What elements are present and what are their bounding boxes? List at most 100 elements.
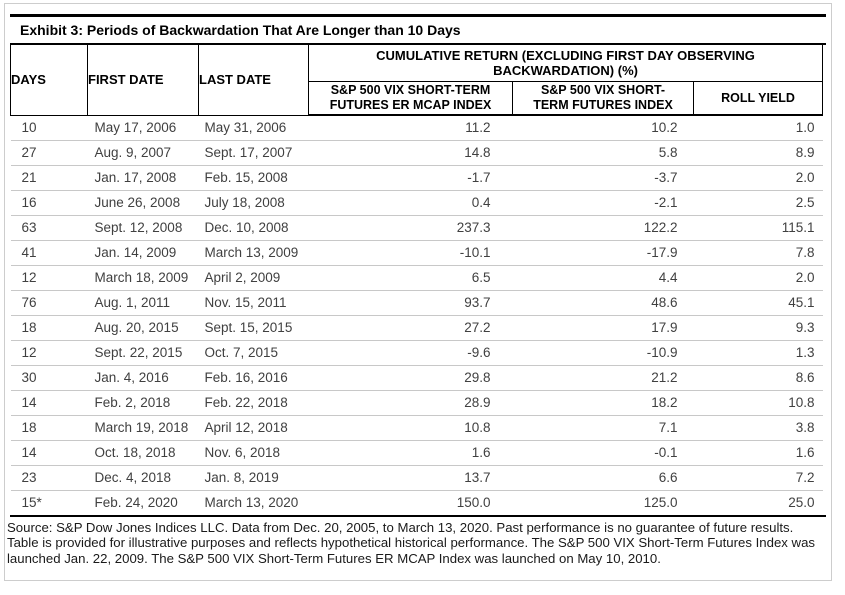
table-cell: 8.6 bbox=[693, 365, 823, 391]
table-cell: June 26, 2008 bbox=[87, 190, 199, 216]
table-cell: 10.8 bbox=[693, 390, 823, 416]
exhibit-title: Exhibit 3: Periods of Backwardation That… bbox=[20, 22, 461, 38]
table-cell: 17.9 bbox=[512, 315, 694, 341]
column-group-header-cumulative-return: CUMULATIVE RETURN (EXCLUDING FIRST DAY O… bbox=[307, 45, 824, 82]
table-cell: April 2, 2009 bbox=[198, 265, 309, 291]
table-cell: Dec. 4, 2018 bbox=[87, 465, 199, 491]
table-row: 63 Sept. 12, 2008 Dec. 10, 2008 237.3 122.2 1… bbox=[10, 215, 823, 241]
table-cell: 30 bbox=[10, 365, 88, 391]
table-cell: Feb. 24, 2020 bbox=[94, 495, 178, 511]
table-cell: 76 bbox=[10, 290, 88, 316]
table-cell: Nov. 6, 2018 bbox=[198, 440, 309, 466]
table-cell: 115.1 bbox=[693, 215, 823, 241]
table-cell: -0.1 bbox=[512, 440, 694, 466]
table-cell: Dec. 10, 2008 bbox=[198, 215, 309, 241]
table-cell: Oct. 18, 2018 bbox=[87, 440, 199, 466]
header-row-group: DAYS FIRST DATE LAST DATE CUMULATIVE RET… bbox=[10, 45, 824, 116]
table-cell: 93.7 bbox=[308, 290, 513, 316]
source-note: Source: S&P Dow Jones Indices LLC. Data … bbox=[7, 520, 816, 566]
table-row: 21 Jan. 17, 2008 Feb. 15, 2008 -1.7 -3.7 2.0 bbox=[10, 165, 823, 191]
column-header-futures-index-label: S&P 500 VIX SHORT-TERM FUTURES INDEX bbox=[533, 83, 673, 112]
table-cell: -1.7 bbox=[308, 165, 513, 191]
table-cell: 18 bbox=[10, 415, 88, 441]
table-cell: Feb. 15, 2008 bbox=[198, 165, 309, 191]
table-cell: 13.7 bbox=[308, 465, 513, 491]
table-cell: -2.1 bbox=[512, 190, 694, 216]
table-cell: 1.0 bbox=[693, 115, 823, 141]
table-cell: 9.3 bbox=[693, 315, 823, 341]
column-header-er-mcap-index-label: S&P 500 VIX SHORT-TERM FUTURES ER MCAP I… bbox=[329, 83, 492, 112]
table-cell: 18.2 bbox=[512, 390, 694, 416]
column-header-roll-yield: ROLL YIELD bbox=[692, 81, 824, 116]
table-cell: Nov. 15, 2011 bbox=[198, 290, 309, 316]
table-cell: 16 bbox=[10, 190, 88, 216]
table-cell: 12 bbox=[10, 265, 88, 291]
table-cell: Aug. 1, 2011 bbox=[87, 290, 199, 316]
table-cell: 28.9 bbox=[308, 390, 513, 416]
table-cell: March 13, 2020 bbox=[204, 495, 299, 511]
table-cell: 14 bbox=[10, 440, 88, 466]
table-cell: May 17, 2006 bbox=[87, 115, 199, 141]
table-row: 16 June 26, 2008 July 18, 2008 0.4 -2.1 2.5 bbox=[10, 190, 823, 216]
table-cell: 21.2 bbox=[512, 365, 694, 391]
table-row: 14 Oct. 18, 2018 Nov. 6, 2018 1.6 -0.1 1.6 bbox=[10, 440, 823, 466]
table-cell: 23 bbox=[10, 465, 88, 491]
table-cell: 48.6 bbox=[512, 290, 694, 316]
header-row-sub: S&P 500 VIX SHORT-TERM FUTURES ER MCAP I… bbox=[11, 81, 824, 116]
table-cell: 237.3 bbox=[308, 215, 513, 241]
table-row: 76 Aug. 1, 2011 Nov. 15, 2011 93.7 48.6 45.1 bbox=[10, 290, 823, 316]
bottom-rule bbox=[10, 515, 826, 517]
table-row: 12 Sept. 22, 2015 Oct. 7, 2015 -9.6 -10.9 1.3 bbox=[10, 340, 823, 366]
table-cell: 41 bbox=[10, 240, 88, 266]
table-row: 23 Dec. 4, 2018 Jan. 8, 2019 13.7 6.6 7.2 bbox=[10, 465, 823, 491]
table-cell: 10 bbox=[10, 115, 88, 141]
table-cell: 7.2 bbox=[693, 465, 823, 491]
table-cell: Feb. 16, 2016 bbox=[198, 365, 309, 391]
column-header-first-date: FIRST DATE bbox=[87, 45, 199, 116]
table-cell: 45.1 bbox=[693, 290, 823, 316]
table-cell: 21 bbox=[10, 165, 88, 191]
table-cell: 0.4 bbox=[308, 190, 513, 216]
table-cell: -17.9 bbox=[512, 240, 694, 266]
table-cell: -3.7 bbox=[512, 165, 694, 191]
table-cell: -10.1 bbox=[308, 240, 513, 266]
table-cell: 6.6 bbox=[512, 465, 694, 491]
table-cell: March 18, 2009 bbox=[87, 265, 199, 291]
column-header-days: DAYS bbox=[10, 45, 88, 116]
table-cell: 8.9 bbox=[693, 140, 823, 166]
table-row: 30 Jan. 4, 2016 Feb. 16, 2016 29.8 21.2 8.6 bbox=[10, 365, 823, 391]
table-cell: 27 bbox=[10, 140, 88, 166]
table-cell: 7.8 bbox=[693, 240, 823, 266]
table-cell: Aug. 9, 2007 bbox=[87, 140, 199, 166]
table-cell: 25.0 bbox=[788, 495, 815, 511]
table-cell: Sept. 17, 2007 bbox=[198, 140, 309, 166]
table-row: 18 Aug. 20, 2015 Sept. 15, 2015 27.2 17.9 9.3 bbox=[10, 315, 823, 341]
table-header: DAYS FIRST DATE LAST DATE CUMULATIVE RET… bbox=[10, 45, 824, 116]
table-cell: 150.0 bbox=[456, 495, 491, 511]
table-cell: -10.9 bbox=[512, 340, 694, 366]
table-cell: 2.0 bbox=[693, 165, 823, 191]
table-row: 10 May 17, 2006 May 31, 2006 11.2 10.2 1.0 bbox=[10, 115, 823, 141]
table-row: 27 Aug. 9, 2007 Sept. 17, 2007 14.8 5.8 8.9 bbox=[10, 140, 823, 166]
table-cell: 15* bbox=[21, 495, 42, 511]
table-cell: 1.6 bbox=[693, 440, 823, 466]
table-cell: April 12, 2018 bbox=[198, 415, 309, 441]
table-cell: 10.8 bbox=[308, 415, 513, 441]
table-cell: Jan. 17, 2008 bbox=[87, 165, 199, 191]
column-header-futures-index: S&P 500 VIX SHORT-TERM FUTURES INDEX bbox=[512, 81, 694, 116]
column-header-er-mcap-index: S&P 500 VIX SHORT-TERM FUTURES ER MCAP I… bbox=[308, 81, 513, 116]
table-cell: March 19, 2018 bbox=[87, 415, 199, 441]
table-cell: Sept. 15, 2015 bbox=[198, 315, 309, 341]
table-cell: 29.8 bbox=[308, 365, 513, 391]
table-cell: 125.0 bbox=[643, 495, 678, 511]
table-cell: 12 bbox=[10, 340, 88, 366]
table-row: 18 March 19, 2018 April 12, 2018 10.8 7.1 3.8 bbox=[10, 415, 823, 441]
table-cell: 11.2 bbox=[308, 115, 513, 141]
table-row: 14 Feb. 2, 2018 Feb. 22, 2018 28.9 18.2 10.8 bbox=[10, 390, 823, 416]
table-cell: 27.2 bbox=[308, 315, 513, 341]
table-cell: 5.8 bbox=[512, 140, 694, 166]
table-cell: 4.4 bbox=[512, 265, 694, 291]
column-group-header-label: CUMULATIVE RETURN (EXCLUDING FIRST DAY O… bbox=[376, 47, 755, 78]
table-cell: 63 bbox=[10, 215, 88, 241]
table-cell: March 13, 2009 bbox=[198, 240, 309, 266]
